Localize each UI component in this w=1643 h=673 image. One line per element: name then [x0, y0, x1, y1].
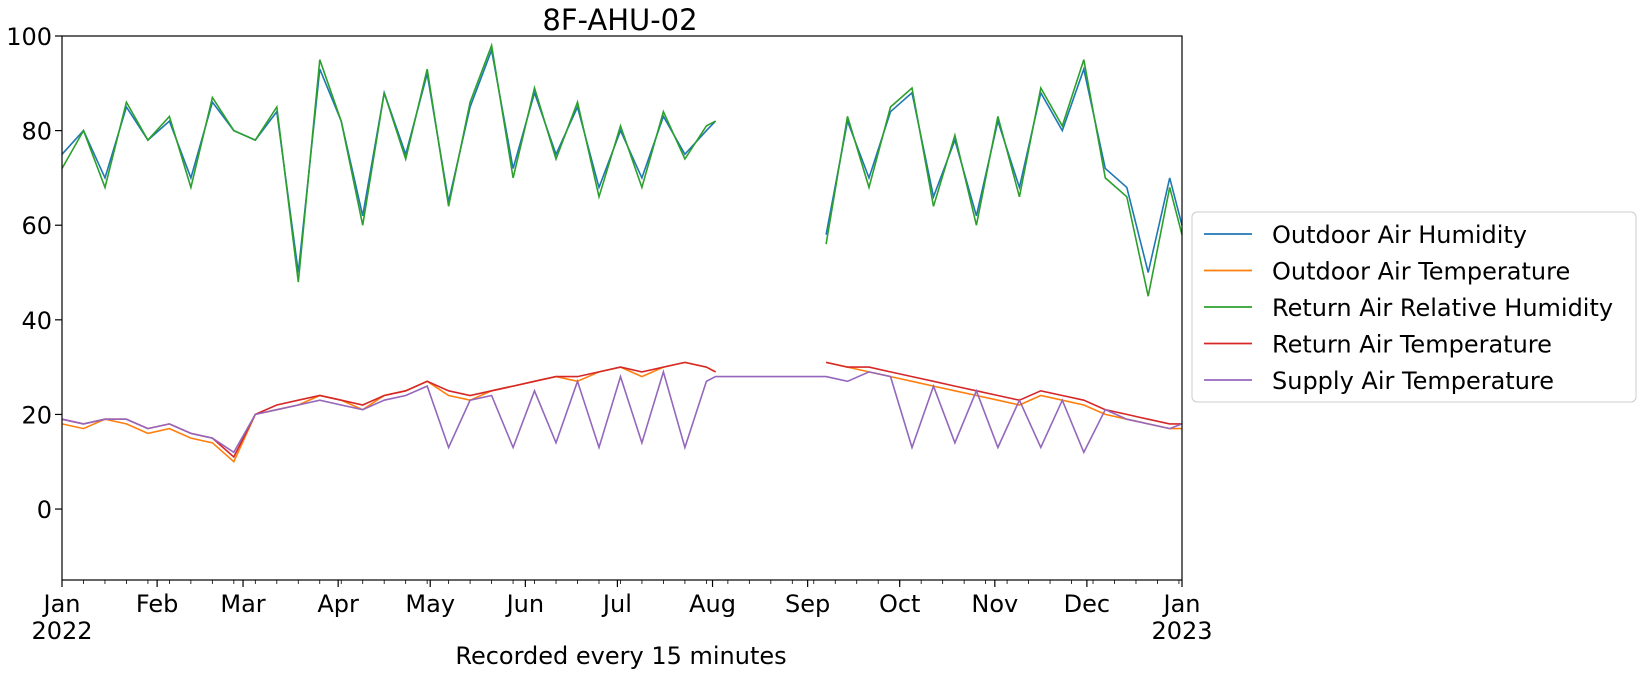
x-tick-label: Feb	[136, 590, 179, 618]
x-tick-label: Aug	[689, 590, 736, 618]
y-tick-label: 40	[21, 307, 52, 335]
x-tick-year-label: 2023	[1151, 617, 1212, 645]
y-tick-label: 100	[6, 23, 52, 51]
plot-frame	[61, 35, 1183, 581]
y-tick-label: 60	[21, 212, 52, 240]
x-tick-label: Jul	[601, 590, 632, 618]
x-tick-label: Dec	[1064, 590, 1110, 618]
legend: Outdoor Air Humidity Outdoor Air Temperat…	[1191, 211, 1637, 403]
y-tick-label: 80	[21, 118, 52, 146]
x-tick-label: Mar	[220, 590, 265, 618]
x-axis-label: Recorded every 15 minutes	[455, 642, 786, 670]
x-tick-year-label: 2022	[31, 617, 92, 645]
x-tick-label: Nov	[971, 590, 1018, 618]
x-tick-label: Jan	[42, 590, 81, 618]
x-tick-label: Apr	[317, 590, 359, 618]
y-axis: 0 20 40 60 80 100	[6, 23, 62, 524]
chart-title: 8F-AHU-02	[542, 3, 697, 37]
plot-area	[61, 42, 1183, 464]
x-tick-label: Jan	[1162, 590, 1201, 618]
x-tick-label: Oct	[879, 590, 921, 618]
y-tick-label: 0	[37, 496, 52, 524]
legend-entry-label: Supply Air Temperature	[1272, 367, 1554, 395]
x-tick-label: Sep	[785, 590, 830, 618]
legend-entry-label: Return Air Relative Humidity	[1272, 294, 1613, 322]
y-tick-label: 20	[21, 401, 52, 429]
series-line-5	[61, 369, 1183, 455]
legend-frame	[1191, 211, 1637, 403]
x-tick-label: May	[405, 590, 455, 618]
legend-entry-label: Return Air Temperature	[1272, 331, 1552, 359]
legend-entry-label: Outdoor Air Humidity	[1272, 221, 1527, 249]
series-line-3	[61, 42, 1183, 297]
legend-entry-label: Outdoor Air Temperature	[1272, 258, 1570, 286]
x-tick-label: Jun	[505, 590, 545, 618]
